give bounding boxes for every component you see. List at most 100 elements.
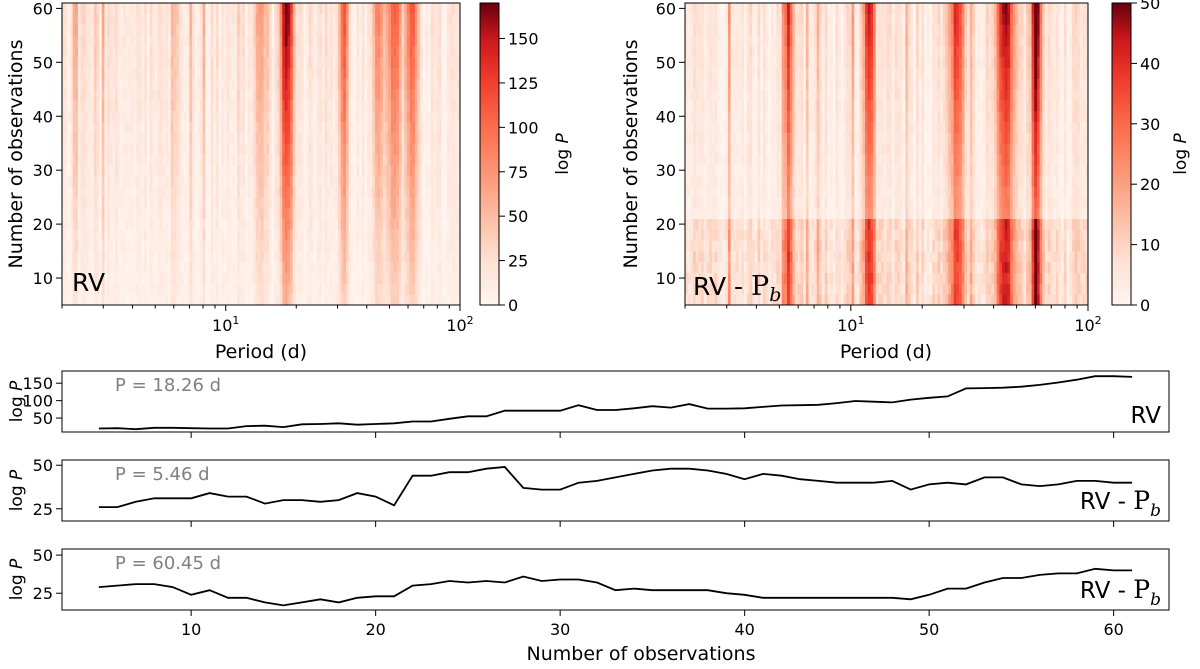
heatmap-cell — [123, 273, 126, 284]
heatmap-cell — [455, 35, 458, 46]
heatmap-cell — [447, 219, 450, 230]
heatmap-cell — [282, 14, 285, 25]
heatmap-cell — [280, 186, 283, 197]
heatmap-cell — [152, 57, 155, 68]
heatmap-cell — [290, 89, 293, 100]
heatmap-cell — [688, 25, 691, 36]
heatmap-cell — [232, 100, 235, 111]
heatmap-cell — [256, 240, 259, 251]
heatmap-cell — [303, 165, 306, 176]
heatmap-cell — [327, 79, 330, 90]
heatmap-cell — [282, 251, 285, 262]
heatmap-cell — [147, 100, 150, 111]
heatmap-cell — [346, 122, 349, 133]
heatmap-cell — [285, 273, 288, 284]
heatmap-cell — [160, 283, 163, 294]
heatmap-cell — [423, 230, 426, 241]
heatmap-cell — [327, 186, 330, 197]
heatmap-cell — [240, 143, 243, 154]
heatmap-cell — [237, 68, 240, 79]
heatmap-cell — [203, 35, 206, 46]
heatmap-cell — [227, 46, 230, 57]
heatmap-cell — [309, 46, 312, 57]
heatmap-cell — [402, 35, 405, 46]
heatmap-cell — [205, 68, 208, 79]
heatmap-cell — [91, 208, 94, 219]
heatmap-cell — [449, 251, 452, 262]
heatmap-cell — [237, 122, 240, 133]
heatmap-cell — [91, 3, 94, 14]
heatmap-cell — [229, 46, 232, 57]
heatmap-cell — [410, 132, 413, 143]
heatmap-cell — [266, 14, 269, 25]
heatmap-cell — [439, 100, 442, 111]
heatmap-cell — [704, 251, 707, 262]
heatmap-cell — [110, 25, 113, 36]
heatmap-cell — [102, 186, 105, 197]
heatmap-cell — [399, 132, 402, 143]
heatmap-cell — [704, 165, 707, 176]
heatmap-cell — [303, 35, 306, 46]
heatmap-cell — [444, 89, 447, 100]
heatmap-cell — [211, 283, 214, 294]
heatmap-cell — [298, 122, 301, 133]
heatmap-cell — [237, 132, 240, 143]
heatmap-cell — [120, 35, 123, 46]
heatmap-cell — [396, 219, 399, 230]
heatmap-cell — [152, 154, 155, 165]
heatmap-cell — [441, 3, 444, 14]
heatmap-cell — [94, 68, 97, 79]
heatmap-cell — [272, 197, 275, 208]
heatmap-cell — [131, 283, 134, 294]
heatmap-cell — [234, 3, 237, 14]
heatmap-cell — [155, 208, 158, 219]
heatmap-cell — [181, 197, 184, 208]
heatmap-cell — [380, 46, 383, 57]
heatmap-cell — [319, 176, 322, 187]
heatmap-cell — [165, 132, 168, 143]
heatmap-cell — [227, 14, 230, 25]
heatmap-cell — [221, 219, 224, 230]
heatmap-cell — [690, 57, 693, 68]
heatmap-cell — [717, 176, 720, 187]
heatmap-cell — [455, 46, 458, 57]
heatmap-cell — [455, 68, 458, 79]
heatmap-cell — [197, 100, 200, 111]
heatmap-cell — [396, 89, 399, 100]
heatmap-cell — [317, 46, 320, 57]
heatmap-cell — [165, 35, 168, 46]
heatmap-cell — [359, 251, 362, 262]
heatmap-cell — [232, 3, 235, 14]
heatmap-cell — [73, 240, 76, 251]
heatmap-cell — [94, 230, 97, 241]
heatmap-cell — [380, 143, 383, 154]
heatmap-cell — [158, 3, 161, 14]
heatmap-cell — [219, 79, 222, 90]
heatmap-cell — [160, 251, 163, 262]
heatmap-cell — [452, 208, 455, 219]
heatmap-cell — [407, 143, 410, 154]
heatmap-cell — [219, 122, 222, 133]
heatmap-cell — [741, 186, 744, 197]
heatmap-cell — [147, 57, 150, 68]
heatmap-cell — [420, 197, 423, 208]
heatmap-cell — [83, 25, 86, 36]
heatmap-cell — [142, 3, 145, 14]
heatmap-cell — [126, 25, 129, 36]
heatmap-cell — [357, 79, 360, 90]
heatmap-cell — [449, 294, 452, 305]
heatmap-cell — [155, 176, 158, 187]
heatmap-cell — [319, 46, 322, 57]
heatmap-cell — [158, 35, 161, 46]
heatmap-cell — [176, 143, 179, 154]
heatmap-cell — [73, 111, 76, 122]
heatmap-cell — [163, 132, 166, 143]
heatmap-cell — [330, 273, 333, 284]
heatmap-cell — [261, 143, 264, 154]
heatmap-cell — [386, 273, 389, 284]
heatmap-cell — [67, 25, 70, 36]
heatmap-cell — [70, 186, 73, 197]
heatmap-cell — [410, 14, 413, 25]
heatmap-cell — [200, 89, 203, 100]
heatmap-cell — [335, 273, 338, 284]
